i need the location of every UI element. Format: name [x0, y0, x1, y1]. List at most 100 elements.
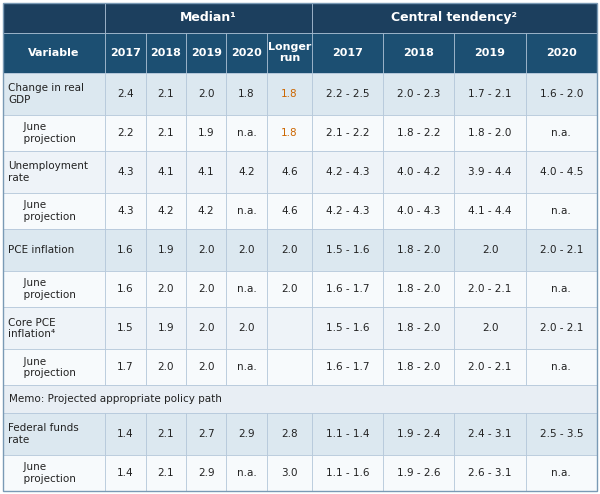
- Text: Variable: Variable: [28, 47, 80, 58]
- Text: 1.5 - 1.6: 1.5 - 1.6: [326, 245, 369, 255]
- Bar: [267, 307, 312, 349]
- Text: n.a.: n.a.: [236, 206, 256, 216]
- Text: 2.0 - 2.1: 2.0 - 2.1: [469, 284, 512, 294]
- Bar: [383, 193, 454, 229]
- Bar: [146, 271, 186, 307]
- Text: June
  projection: June projection: [17, 462, 76, 484]
- Bar: [3, 349, 105, 385]
- Text: n.a.: n.a.: [551, 128, 571, 138]
- Bar: [383, 455, 454, 491]
- Text: n.a.: n.a.: [236, 468, 256, 478]
- Text: Federal funds
rate: Federal funds rate: [8, 423, 79, 445]
- Text: 2.9: 2.9: [198, 468, 214, 478]
- Text: 1.5 - 1.6: 1.5 - 1.6: [326, 324, 369, 333]
- Bar: [454, 151, 526, 193]
- Bar: [226, 151, 267, 193]
- Bar: [383, 307, 454, 349]
- Text: 4.3: 4.3: [117, 167, 134, 177]
- Text: PCE inflation: PCE inflation: [8, 245, 74, 255]
- Bar: [454, 349, 526, 385]
- Bar: [105, 413, 146, 455]
- Text: 2.0: 2.0: [238, 324, 255, 333]
- Bar: [146, 151, 186, 193]
- Text: 2.0: 2.0: [198, 89, 214, 99]
- Bar: [3, 33, 105, 73]
- Text: 1.9 - 2.4: 1.9 - 2.4: [397, 429, 440, 439]
- Bar: [267, 349, 312, 385]
- Bar: [105, 307, 146, 349]
- Text: 2.9: 2.9: [238, 429, 255, 439]
- Bar: [526, 229, 597, 271]
- Text: 1.9: 1.9: [198, 128, 214, 138]
- Text: 1.9: 1.9: [157, 324, 174, 333]
- Text: 1.6: 1.6: [117, 284, 134, 294]
- Bar: [312, 193, 383, 229]
- Bar: [383, 115, 454, 151]
- Text: Central tendency²: Central tendency²: [391, 11, 517, 24]
- Bar: [186, 349, 226, 385]
- Text: 2.5 - 3.5: 2.5 - 3.5: [539, 429, 583, 439]
- Bar: [146, 455, 186, 491]
- Bar: [526, 271, 597, 307]
- Text: n.a.: n.a.: [551, 284, 571, 294]
- Bar: [267, 33, 312, 73]
- Bar: [526, 193, 597, 229]
- Text: 4.0 - 4.5: 4.0 - 4.5: [539, 167, 583, 177]
- Bar: [312, 307, 383, 349]
- Bar: [186, 115, 226, 151]
- Bar: [146, 193, 186, 229]
- Text: 2.8: 2.8: [281, 429, 298, 439]
- Bar: [526, 73, 597, 115]
- Bar: [186, 33, 226, 73]
- Text: 4.2 - 4.3: 4.2 - 4.3: [326, 167, 369, 177]
- Text: 2017: 2017: [110, 47, 141, 58]
- Text: n.a.: n.a.: [236, 363, 256, 372]
- Text: 1.5: 1.5: [117, 324, 134, 333]
- Text: 1.7 - 2.1: 1.7 - 2.1: [469, 89, 512, 99]
- Bar: [454, 115, 526, 151]
- Bar: [105, 229, 146, 271]
- Bar: [312, 73, 383, 115]
- Bar: [186, 307, 226, 349]
- Bar: [186, 271, 226, 307]
- Text: 1.8 - 2.0: 1.8 - 2.0: [397, 245, 440, 255]
- Bar: [312, 271, 383, 307]
- Bar: [526, 151, 597, 193]
- Text: Longer
run: Longer run: [268, 42, 311, 63]
- Bar: [267, 193, 312, 229]
- Text: 1.6 - 2.0: 1.6 - 2.0: [539, 89, 583, 99]
- Bar: [146, 307, 186, 349]
- Bar: [105, 115, 146, 151]
- Text: 2.7: 2.7: [198, 429, 214, 439]
- Text: n.a.: n.a.: [236, 284, 256, 294]
- Text: 3.9 - 4.4: 3.9 - 4.4: [469, 167, 512, 177]
- Bar: [146, 33, 186, 73]
- Text: 2018: 2018: [403, 47, 434, 58]
- Text: 2.6 - 3.1: 2.6 - 3.1: [469, 468, 512, 478]
- Bar: [267, 455, 312, 491]
- Text: 1.8 - 2.2: 1.8 - 2.2: [397, 128, 440, 138]
- Bar: [186, 413, 226, 455]
- Bar: [226, 455, 267, 491]
- Text: 4.2: 4.2: [238, 167, 255, 177]
- Bar: [312, 413, 383, 455]
- Text: 4.6: 4.6: [281, 206, 298, 216]
- Bar: [312, 455, 383, 491]
- Bar: [383, 271, 454, 307]
- Text: 1.8 - 2.0: 1.8 - 2.0: [397, 284, 440, 294]
- Bar: [312, 3, 597, 33]
- Bar: [454, 73, 526, 115]
- Bar: [105, 151, 146, 193]
- Bar: [454, 229, 526, 271]
- Bar: [3, 229, 105, 271]
- Text: 1.9: 1.9: [157, 245, 174, 255]
- Bar: [526, 115, 597, 151]
- Bar: [312, 229, 383, 271]
- Text: 2017: 2017: [332, 47, 363, 58]
- Bar: [146, 413, 186, 455]
- Text: 1.4: 1.4: [117, 429, 134, 439]
- Bar: [383, 349, 454, 385]
- Bar: [105, 3, 312, 33]
- Bar: [226, 33, 267, 73]
- Text: 4.0 - 4.3: 4.0 - 4.3: [397, 206, 440, 216]
